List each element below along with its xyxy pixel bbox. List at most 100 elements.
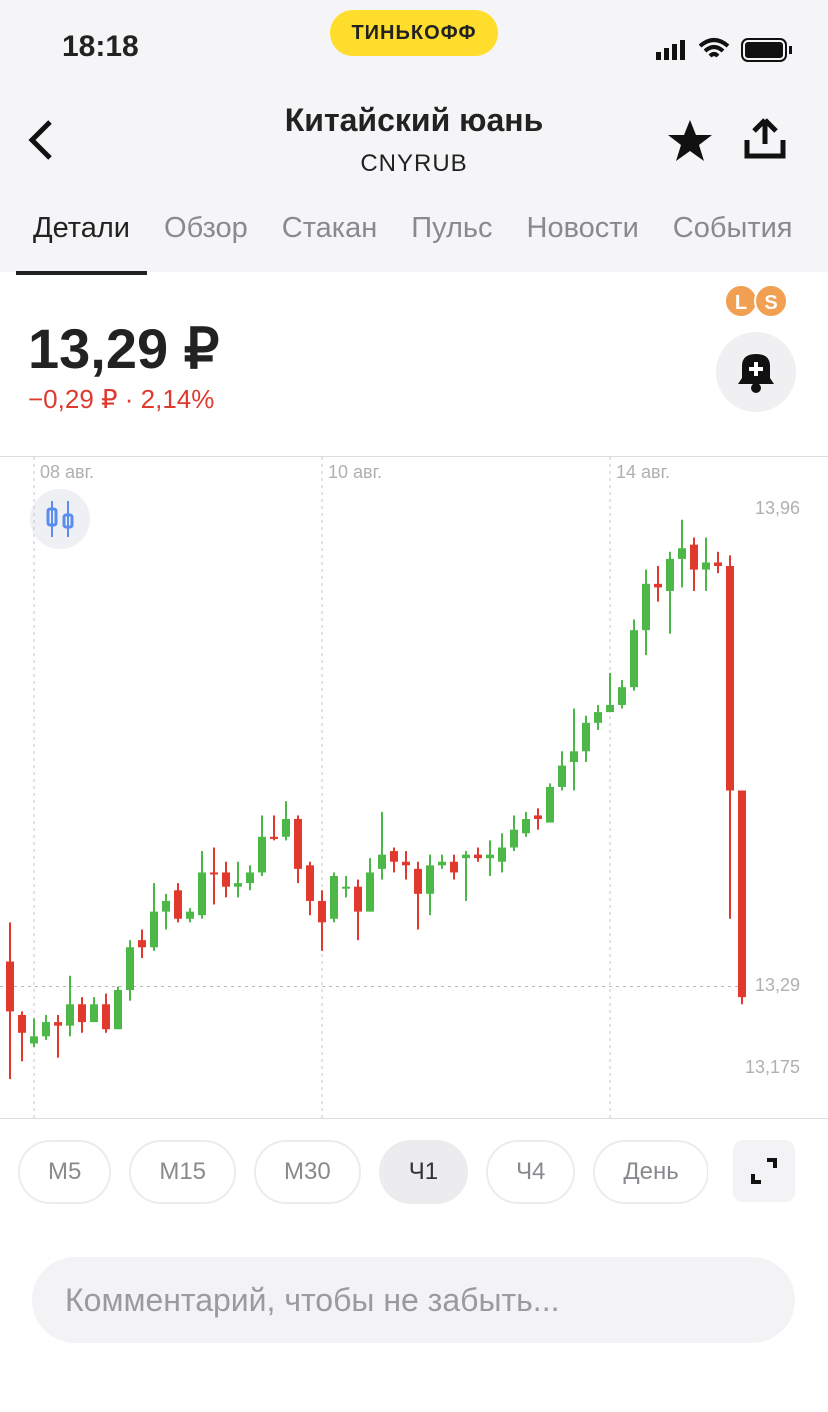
candle-body [6, 961, 14, 1012]
fullscreen-button[interactable] [733, 1140, 795, 1202]
timeframe-button[interactable]: M30 [254, 1140, 361, 1204]
timeframe-button[interactable]: M15 [129, 1140, 237, 1204]
candle-body [390, 851, 398, 862]
candle-body [54, 1022, 62, 1026]
share-button[interactable] [742, 116, 788, 162]
candle-body [438, 861, 446, 866]
tab[interactable]: Детали [16, 208, 148, 275]
candle-body [558, 765, 566, 787]
timeframe-button[interactable]: Ч1 [378, 1140, 469, 1204]
candle-body [162, 900, 170, 912]
candle-body [210, 872, 218, 875]
candle-body [522, 818, 530, 834]
y-tick-label: 13,96 [755, 498, 800, 518]
candle-body [42, 1022, 50, 1037]
chart: 08 авг. 10 авг. 14 авг. 13,96 13,175 13,29 [0, 456, 828, 1119]
price-change: −0,29 ₽ · 2,14% [28, 384, 215, 414]
candle-body [654, 583, 662, 588]
timeframe-button[interactable]: M5 [18, 1140, 112, 1204]
candle-body [414, 868, 422, 894]
badge: L [724, 284, 758, 318]
candle-body [246, 872, 254, 884]
y-tick-label: 13,175 [745, 1057, 800, 1077]
candle-body [222, 872, 230, 887]
tab[interactable]: Обзор [164, 212, 248, 244]
candle-body [294, 818, 302, 869]
tabs: Детали Обзор Стакан Пульс Новости События [16, 208, 810, 275]
status-time: 18:18 [62, 30, 139, 63]
candle-body [126, 947, 134, 991]
timeframe-button[interactable]: Ч4 [486, 1140, 576, 1204]
candle-body [114, 990, 122, 1030]
candle-body [606, 704, 614, 713]
candle-body [78, 1004, 86, 1023]
badge: S [754, 284, 788, 318]
candle-body [330, 876, 338, 919]
candle-body [462, 854, 470, 859]
candle-body [270, 836, 278, 839]
candle-body [138, 940, 146, 948]
candle-body [450, 861, 458, 873]
candle-body [90, 1004, 98, 1023]
candle-body [66, 1004, 74, 1026]
candle-body [474, 854, 482, 859]
indicator-button[interactable] [30, 489, 90, 549]
instrument-title: Китайский юань [284, 102, 544, 138]
candle-body [426, 865, 434, 894]
candle-body [666, 558, 674, 591]
favorite-button[interactable] [666, 118, 714, 164]
candle-body [342, 886, 350, 889]
tab[interactable]: Стакан [281, 212, 378, 244]
candle-body [738, 790, 746, 998]
candle-body [282, 818, 290, 837]
comment-input[interactable]: Комментарий, чтобы не забыть... [32, 1257, 795, 1343]
candle-body [594, 712, 602, 723]
candle-body [714, 562, 722, 567]
x-tick-label: 10 авг. [328, 462, 382, 482]
candle-body [546, 786, 554, 823]
candle-body [402, 861, 410, 866]
candle-body [198, 872, 206, 916]
candle-body [510, 829, 518, 848]
back-button[interactable] [24, 116, 56, 164]
candle-body [186, 911, 194, 919]
x-tick-label: 14 авг. [616, 462, 670, 482]
candle-body [630, 630, 638, 688]
bell-icon [738, 354, 774, 393]
candle-body [690, 544, 698, 570]
candle-body [318, 900, 326, 923]
candle-body [366, 872, 374, 912]
tab[interactable]: События [672, 212, 793, 244]
x-tick-label: 08 авг. [40, 462, 94, 482]
status-icons [656, 38, 792, 62]
candle-body [30, 1036, 38, 1044]
fullscreen-icon [751, 1158, 777, 1184]
timeframes: M5 M15 M30 Ч1 Ч4 День [18, 1140, 708, 1204]
candle-body [534, 815, 542, 819]
candle-body [486, 854, 494, 859]
candle-body [354, 886, 362, 912]
brand-badge: ТИНЬКОФФ [330, 10, 498, 56]
candle-body [306, 865, 314, 901]
price: 13,29 ₽ [28, 317, 220, 380]
price-line-label: 13,29 [755, 975, 800, 995]
candle-body [102, 1004, 110, 1030]
candle-body [726, 566, 734, 791]
candle-body [678, 548, 686, 559]
alert-button[interactable] [716, 332, 796, 412]
tab[interactable]: Пульс [411, 212, 493, 244]
candle-body [234, 883, 242, 887]
candle-body [618, 687, 626, 705]
timeframe-button[interactable]: День [593, 1140, 708, 1204]
candle-body [582, 722, 590, 752]
candle-body [18, 1014, 26, 1033]
candle-body [174, 890, 182, 919]
candle-body [150, 911, 158, 948]
candle-body [570, 751, 578, 762]
tab[interactable]: Новости [526, 212, 639, 244]
candle-body [642, 583, 650, 631]
candle-body [258, 836, 266, 873]
candle-body [378, 854, 386, 869]
